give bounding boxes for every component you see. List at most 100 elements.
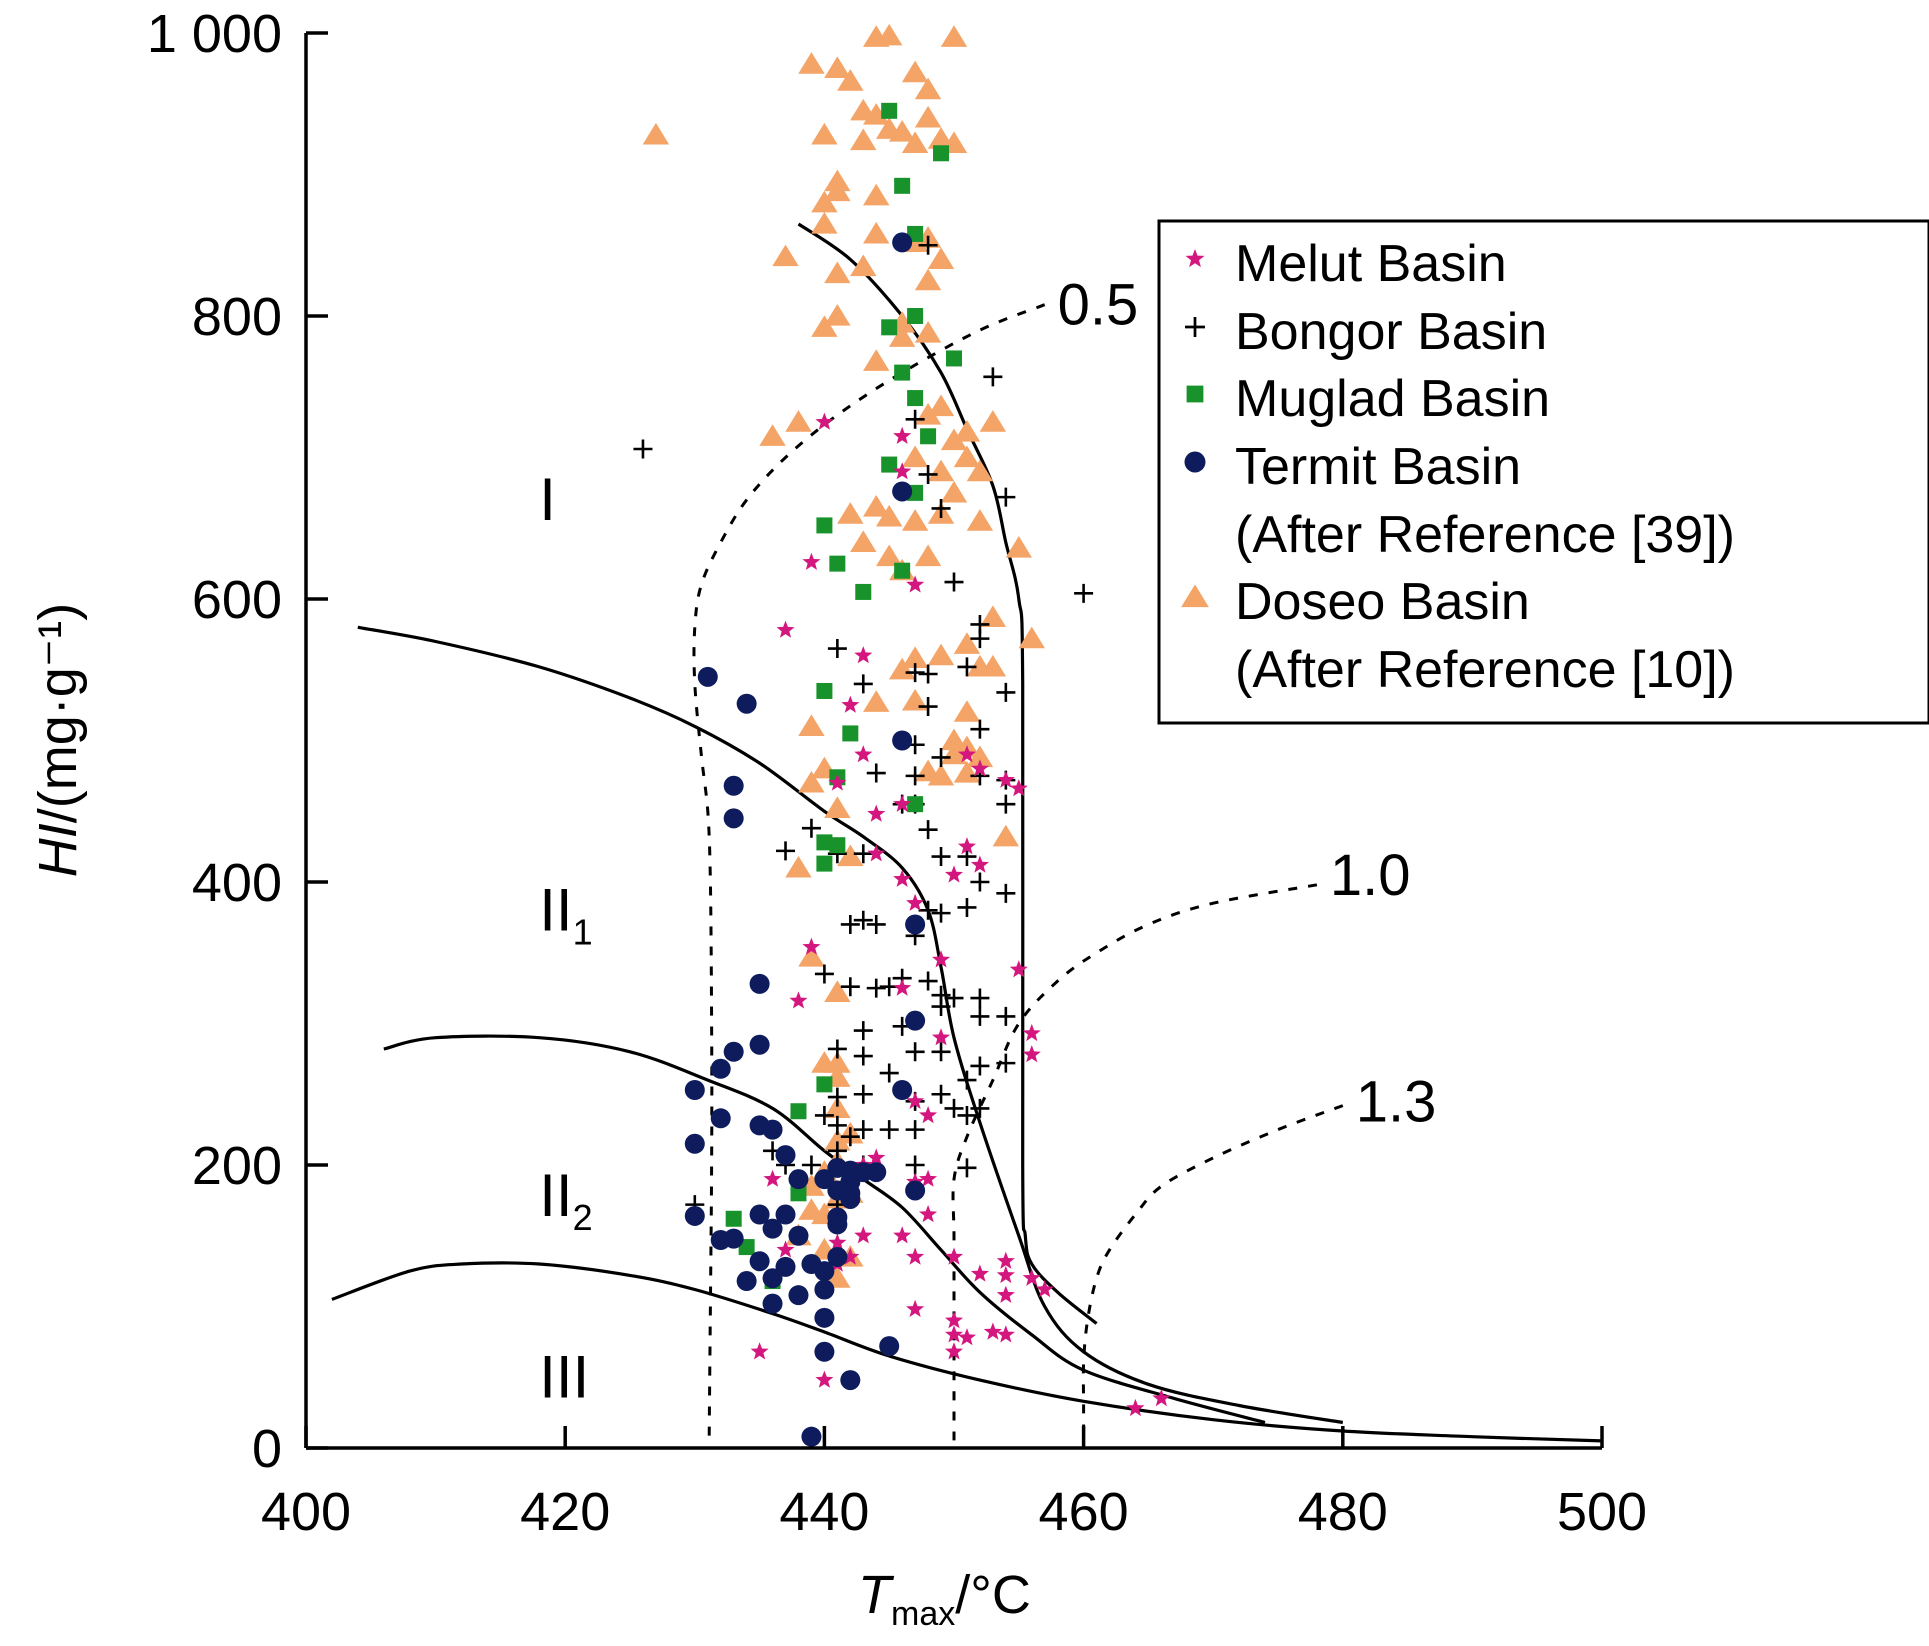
termit-point [892, 1080, 913, 1101]
kerogen-type-main: III [539, 1343, 589, 1410]
doseo-point [940, 480, 968, 503]
doseo-point [824, 980, 851, 1002]
bongor-point [866, 763, 886, 783]
termit-point [814, 1341, 835, 1362]
doseo-point [940, 728, 968, 751]
bongor-point [957, 1105, 977, 1125]
muglad-point [829, 837, 846, 854]
doseo-point [953, 445, 981, 468]
termit-point [814, 1307, 835, 1328]
doseo-point [914, 77, 942, 100]
muglad-point [907, 390, 924, 407]
doseo-point [837, 69, 864, 91]
termit-point [762, 1218, 783, 1239]
bongor-point [853, 674, 873, 694]
termit-point [866, 1162, 887, 1183]
doseo-point [863, 690, 890, 712]
melut-point [996, 1251, 1015, 1269]
legend-marker-muglad [1186, 385, 1204, 403]
muglad-point [790, 1103, 807, 1120]
melut-point [957, 745, 976, 763]
muglad-point [907, 308, 924, 324]
melut-point [802, 937, 821, 955]
muglad-point [816, 834, 833, 851]
x-axis-title-unit: /°C [955, 1565, 1031, 1625]
legend-marker-termit [1184, 451, 1206, 473]
melut-point [996, 1265, 1015, 1284]
doseo-point [824, 1096, 851, 1118]
bongor-point [970, 719, 990, 739]
termit-point [840, 1370, 861, 1391]
bongor-point [814, 1105, 834, 1125]
bongor-point [853, 1021, 873, 1041]
muglad-point [829, 555, 846, 572]
doseo-point [927, 763, 955, 786]
boundary-line-II1-II2 [383, 1034, 1266, 1425]
doseo-point [785, 410, 812, 432]
melut-point [1009, 779, 1028, 797]
doseo-point [824, 179, 851, 202]
doseo-point [863, 103, 890, 125]
axes [304, 33, 1602, 1450]
muglad-point [816, 1076, 833, 1093]
bongor-point [918, 664, 938, 684]
bongor-point [970, 1006, 990, 1026]
doseo-point [850, 530, 877, 552]
doseo-point [863, 183, 890, 206]
muglad-point [842, 725, 859, 742]
doseo-point [888, 325, 916, 347]
x-tick-label: 400 [261, 1482, 351, 1542]
melut-point [919, 1106, 938, 1124]
melut-point [906, 1091, 925, 1109]
doseo-point [901, 646, 929, 669]
bongor-point [827, 1141, 847, 1161]
termit-point [684, 1080, 705, 1101]
bongor-point [814, 964, 834, 984]
doseo-point [759, 424, 786, 446]
data-points [633, 23, 1171, 1447]
melut-point [828, 773, 847, 791]
bongor-point [840, 977, 860, 997]
doseo-point [979, 605, 1007, 627]
bongor-point [996, 1006, 1016, 1026]
doseo-point [837, 844, 864, 867]
doseo-point [785, 855, 812, 878]
kerogen-type-sub: 2 [573, 1197, 593, 1238]
doseo-point [979, 410, 1007, 432]
doseo-point [927, 247, 955, 269]
bongor-point [801, 1155, 821, 1175]
series-bongor [633, 235, 1094, 1215]
boundary-line-II2-III [331, 1261, 1603, 1443]
melut-point [854, 646, 873, 664]
bongor-point [633, 439, 653, 459]
doseo-point [642, 122, 670, 145]
termit-point [814, 1261, 835, 1282]
y-tick-label: 400 [192, 853, 282, 913]
melut-point [854, 745, 873, 763]
melut-point [970, 1264, 989, 1282]
termit-point [749, 973, 770, 994]
melut-point [1022, 1045, 1041, 1063]
bongor-point [996, 682, 1016, 702]
bongor-point [853, 910, 873, 930]
muglad-point [816, 682, 833, 699]
termit-point [788, 1285, 809, 1306]
doseo-point [940, 742, 968, 765]
series-doseo [642, 23, 1045, 1288]
termit-point [762, 1293, 783, 1314]
bongor-point [853, 1046, 873, 1066]
muglad-point [894, 562, 911, 579]
bongor-point [801, 818, 821, 838]
bongor-point [918, 971, 938, 991]
termit-point [892, 232, 913, 253]
bongor-point [879, 1063, 899, 1083]
x-axis-title: Tmax/°C [858, 1565, 1031, 1633]
muglad-point [946, 350, 962, 367]
melut-point [1022, 1268, 1041, 1286]
x-tick-label: 460 [1039, 1482, 1129, 1542]
doseo-point [927, 394, 955, 417]
doseo-point [824, 304, 851, 326]
muglad-point [738, 1239, 755, 1256]
legend-entries: Melut Basin Bongor Basin Muglad Basin Termi… [1181, 235, 1735, 699]
termit-point [762, 1268, 783, 1289]
